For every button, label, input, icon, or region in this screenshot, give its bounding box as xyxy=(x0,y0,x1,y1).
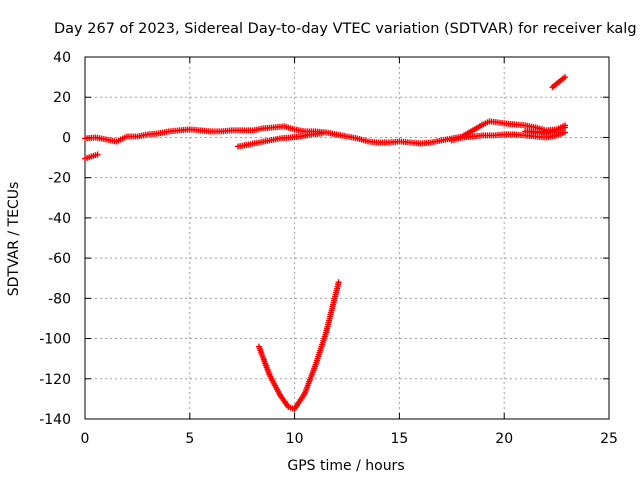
y-tick-label: -40 xyxy=(48,211,71,227)
series-high-excursion xyxy=(549,74,568,91)
y-tick-label: 40 xyxy=(53,50,71,66)
y-tick-label: -120 xyxy=(39,372,71,388)
data-point-marker xyxy=(335,279,342,286)
x-tick-label: 0 xyxy=(81,431,90,447)
data-point-marker xyxy=(94,151,101,158)
data-point-marker xyxy=(318,130,325,137)
series-v-dip xyxy=(255,279,342,412)
y-tick-label: 0 xyxy=(62,130,71,146)
x-tick-label: 5 xyxy=(185,431,194,447)
plot-frame xyxy=(84,56,610,420)
series-lower-branch xyxy=(235,130,325,150)
y-tick-label: -100 xyxy=(39,332,71,348)
series-start-negative xyxy=(82,151,101,162)
x-tick-label: 15 xyxy=(390,431,408,447)
grid xyxy=(85,57,609,419)
chart-title: Day 267 of 2023, Sidereal Day-to-day VTE… xyxy=(54,21,637,37)
series-main-trace xyxy=(82,118,568,147)
y-tick-label: -80 xyxy=(48,291,71,307)
data-points xyxy=(82,74,568,412)
y-tick-label: 20 xyxy=(53,90,71,106)
x-tick-label: 10 xyxy=(286,431,304,447)
y-tick-label: -140 xyxy=(39,412,71,428)
x-axis-label: GPS time / hours xyxy=(287,458,404,474)
series-tail-spread xyxy=(448,124,568,144)
data-point-marker xyxy=(561,124,568,131)
x-tick-label: 25 xyxy=(600,431,618,447)
axis-ticks: 0 5 10 15 20 25 40 20 0 -20 -40 -60 -80 -100 -120 -140 xyxy=(39,50,618,447)
y-tick-label: -20 xyxy=(48,171,71,187)
x-tick-label: 20 xyxy=(495,431,513,447)
y-tick-label: -60 xyxy=(48,251,71,267)
data-point-marker xyxy=(561,74,568,81)
y-axis-label: SDTVAR / TECUs xyxy=(6,182,22,297)
